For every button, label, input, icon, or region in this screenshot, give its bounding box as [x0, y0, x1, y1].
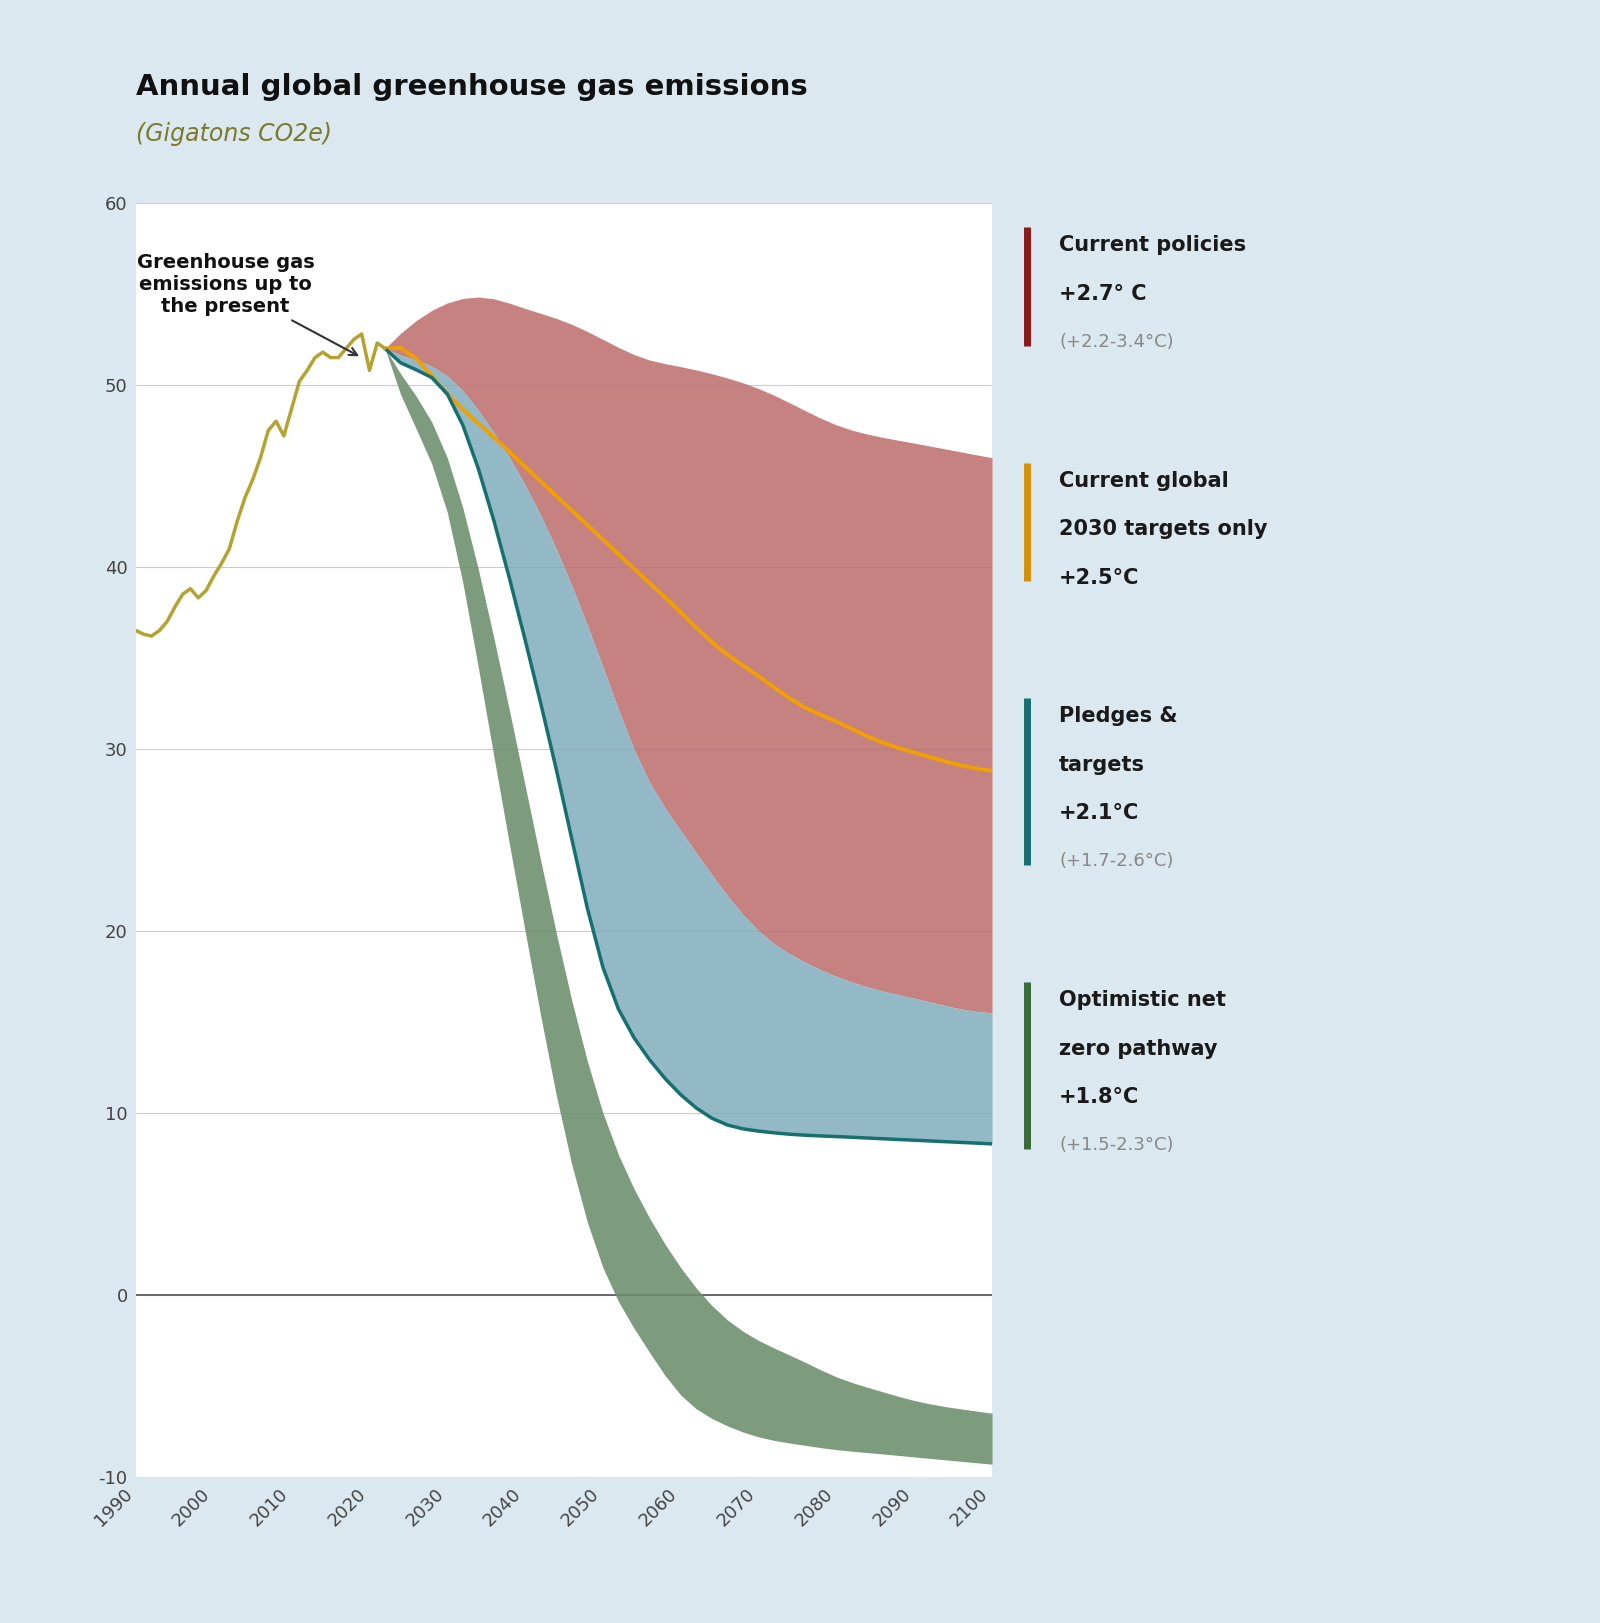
Text: +2.5°C: +2.5°C — [1059, 568, 1139, 588]
Text: Annual global greenhouse gas emissions: Annual global greenhouse gas emissions — [136, 73, 808, 101]
Text: +2.7° C: +2.7° C — [1059, 284, 1147, 304]
Text: zero pathway: zero pathway — [1059, 1039, 1218, 1058]
Text: +1.8°C: +1.8°C — [1059, 1087, 1139, 1107]
Text: targets: targets — [1059, 755, 1146, 774]
Text: Optimistic net: Optimistic net — [1059, 990, 1226, 1010]
Text: (+1.7-2.6°C): (+1.7-2.6°C) — [1059, 852, 1173, 870]
Text: (+2.2-3.4°C): (+2.2-3.4°C) — [1059, 333, 1174, 351]
Text: (Gigatons CO2e): (Gigatons CO2e) — [136, 122, 333, 146]
Text: Current policies: Current policies — [1059, 235, 1246, 255]
Text: 2030 targets only: 2030 targets only — [1059, 519, 1267, 539]
Text: Current global: Current global — [1059, 471, 1229, 490]
Text: Greenhouse gas
emissions up to
the present: Greenhouse gas emissions up to the prese… — [136, 253, 357, 355]
Text: Pledges &: Pledges & — [1059, 706, 1178, 725]
Text: +2.1°C: +2.1°C — [1059, 803, 1139, 823]
Text: (+1.5-2.3°C): (+1.5-2.3°C) — [1059, 1136, 1174, 1154]
